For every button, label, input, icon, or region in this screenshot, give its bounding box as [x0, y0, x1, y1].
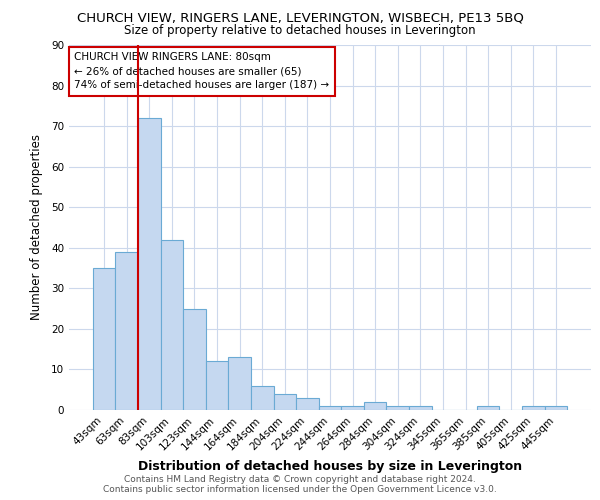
Bar: [319, 406, 341, 410]
Bar: [183, 308, 206, 410]
Text: Size of property relative to detached houses in Leverington: Size of property relative to detached ho…: [124, 24, 476, 37]
Bar: [386, 406, 409, 410]
Bar: [274, 394, 296, 410]
Text: Contains HM Land Registry data © Crown copyright and database right 2024.
Contai: Contains HM Land Registry data © Crown c…: [103, 474, 497, 494]
Bar: [93, 268, 115, 410]
Bar: [115, 252, 138, 410]
Y-axis label: Number of detached properties: Number of detached properties: [29, 134, 43, 320]
Bar: [477, 406, 499, 410]
Bar: [545, 406, 567, 410]
Bar: [364, 402, 386, 410]
Text: CHURCH VIEW RINGERS LANE: 80sqm
← 26% of detached houses are smaller (65)
74% of: CHURCH VIEW RINGERS LANE: 80sqm ← 26% of…: [74, 52, 329, 90]
Bar: [409, 406, 431, 410]
Bar: [206, 362, 229, 410]
X-axis label: Distribution of detached houses by size in Leverington: Distribution of detached houses by size …: [138, 460, 522, 473]
Text: CHURCH VIEW, RINGERS LANE, LEVERINGTON, WISBECH, PE13 5BQ: CHURCH VIEW, RINGERS LANE, LEVERINGTON, …: [77, 12, 523, 24]
Bar: [296, 398, 319, 410]
Bar: [341, 406, 364, 410]
Bar: [251, 386, 274, 410]
Bar: [229, 358, 251, 410]
Bar: [522, 406, 545, 410]
Bar: [161, 240, 183, 410]
Bar: [138, 118, 161, 410]
